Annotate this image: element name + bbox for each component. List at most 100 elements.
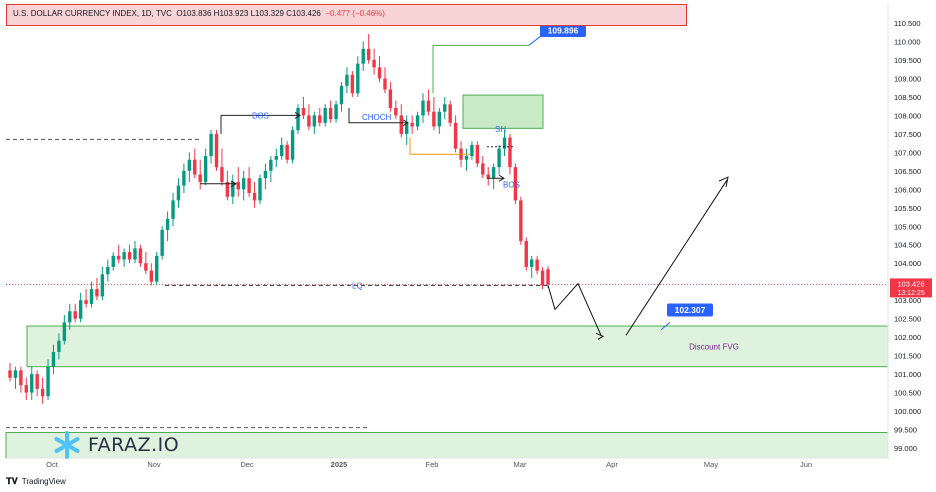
- chart-header: U.S. DOLLAR CURRENCY INDEX, 1D, TVC O103…: [6, 4, 687, 26]
- candle-body: [366, 48, 371, 60]
- bos1-low-arrowhead: [230, 180, 237, 188]
- x-tick-label: Feb: [426, 460, 439, 469]
- candle-body: [372, 59, 376, 68]
- candle-body: [241, 178, 246, 190]
- candle-body: [258, 178, 262, 201]
- candle-body: [394, 108, 398, 116]
- candle-body: [62, 322, 67, 341]
- y-tick-label: 100.500: [894, 389, 921, 398]
- candle-body: [437, 111, 442, 127]
- y-tick-label: 105.500: [894, 204, 921, 213]
- x-tick-label: 2025: [331, 460, 348, 469]
- candle-body: [269, 159, 273, 171]
- candle-body: [8, 370, 12, 378]
- sh-label: SH: [495, 125, 506, 134]
- candle-body: [453, 122, 458, 149]
- candle-body: [529, 259, 534, 267]
- x-tick-label: Apr: [606, 460, 618, 469]
- candle-body: [116, 255, 121, 260]
- tradingview-brand: TradingView: [21, 477, 66, 486]
- y-tick-label: 108.000: [894, 111, 921, 120]
- candle-body: [106, 266, 110, 275]
- x-tick-label: Dec: [240, 460, 254, 469]
- x-tick-label: May: [704, 460, 718, 469]
- y-tick-label: 110.500: [894, 19, 921, 28]
- y-tick-label: 99.500: [894, 426, 917, 435]
- candle-body: [127, 252, 132, 260]
- target-high-badge: [540, 24, 586, 37]
- candle-body: [252, 193, 257, 201]
- watermark: FARAZ.IO: [52, 430, 179, 460]
- candle-body: [68, 311, 72, 323]
- orange-level: [409, 137, 470, 155]
- y-tick-label: 101.000: [894, 370, 921, 379]
- y-tick-label: 101.500: [894, 352, 921, 361]
- snowflake-logo-icon: [54, 431, 80, 459]
- candle-body: [301, 108, 306, 116]
- bos2-label: BOS: [503, 180, 520, 189]
- candle-body: [231, 181, 235, 197]
- candle-body: [285, 144, 289, 160]
- candle-body: [535, 259, 539, 271]
- x-tick-label: Nov: [147, 460, 161, 469]
- projection-path-up: [625, 179, 728, 336]
- candle-body: [546, 269, 550, 285]
- y-tick-label: 109.000: [894, 74, 921, 83]
- x-tick-label: Mar: [514, 460, 527, 469]
- candle-body: [95, 289, 99, 297]
- candle-body: [448, 104, 452, 123]
- candle-body: [13, 370, 18, 378]
- lower-zone: [5, 431, 889, 459]
- candle-body: [307, 115, 311, 127]
- candle-body: [149, 270, 153, 282]
- y-tick-label: 106.500: [894, 167, 921, 176]
- candle-body: [263, 170, 268, 179]
- fvg-zone: [26, 325, 889, 368]
- y-tick-label: 106.000: [894, 185, 921, 194]
- last-price-label: 103.426: [897, 279, 924, 288]
- candle-body: [274, 156, 278, 160]
- bos1-label: BOS: [252, 111, 269, 120]
- candle-body: [312, 115, 317, 127]
- symbol-label: U.S. DOLLAR CURRENCY INDEX, 1D, TVC: [13, 9, 172, 18]
- candle-body: [203, 156, 208, 182]
- candle-body: [426, 100, 431, 112]
- candle-body: [356, 63, 360, 94]
- candle-body: [470, 144, 474, 157]
- candle-body: [57, 340, 61, 352]
- candle-body: [198, 174, 202, 182]
- candle-body: [84, 300, 88, 304]
- candle-body: [138, 248, 143, 264]
- candle-body: [491, 167, 496, 179]
- candle-body: [410, 122, 414, 127]
- candle-body: [155, 255, 159, 282]
- candle-body: [280, 144, 284, 157]
- y-tick-label: 107.500: [894, 130, 921, 139]
- candle-body: [405, 122, 409, 134]
- candle-body: [318, 115, 322, 123]
- lq-label: LQ: [352, 281, 363, 290]
- target-high-pointer: [528, 35, 542, 46]
- candle-body: [339, 85, 344, 105]
- candle-body: [19, 370, 23, 386]
- candle-body: [225, 181, 230, 197]
- projection-arrowhead-down: [595, 332, 605, 340]
- y-tick-label: 104.500: [894, 241, 921, 250]
- y-tick-label: 105.000: [894, 222, 921, 231]
- candle-body: [323, 108, 327, 123]
- candle-body: [220, 167, 224, 182]
- candle-body: [176, 185, 181, 201]
- watermark-text: FARAZ.IO: [88, 434, 180, 456]
- choch-line: [348, 108, 408, 124]
- supply-box: [462, 94, 544, 129]
- tradingview-footer[interactable]: 𝐓𝐕 TradingView: [6, 476, 66, 487]
- candle-body: [350, 74, 355, 94]
- target-low-label: 102.307: [675, 305, 706, 315]
- candle-body: [236, 181, 240, 190]
- candle-body: [111, 255, 115, 267]
- candle-body: [89, 289, 94, 304]
- candle-body: [290, 130, 295, 160]
- projection-arrowhead-up: [718, 176, 729, 188]
- y-tick-label: 104.000: [894, 259, 921, 268]
